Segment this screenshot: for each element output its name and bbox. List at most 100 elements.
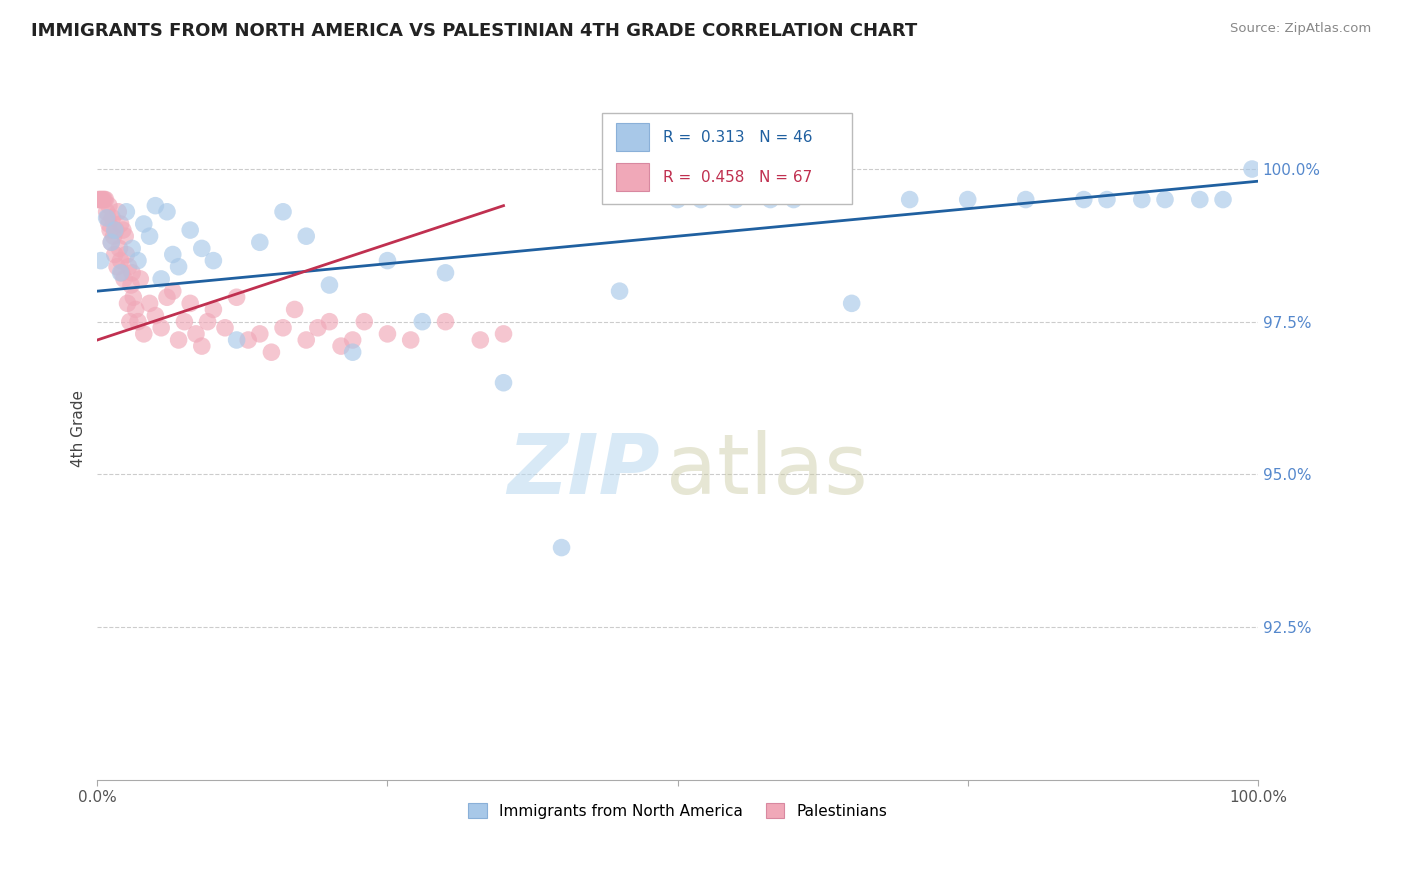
- Point: [120, 278, 142, 293]
- Point: [115, 247, 138, 261]
- Point: [197, 315, 219, 329]
- Point: [1212, 193, 1234, 207]
- Point: [492, 376, 515, 390]
- Point: [260, 345, 283, 359]
- Point: [138, 229, 160, 244]
- Point: [898, 193, 921, 207]
- Point: [330, 339, 353, 353]
- Point: [104, 223, 127, 237]
- Point: [318, 315, 340, 329]
- Point: [129, 272, 152, 286]
- Point: [104, 247, 127, 261]
- Point: [342, 333, 364, 347]
- Point: [318, 278, 340, 293]
- Point: [377, 253, 399, 268]
- Point: [434, 266, 457, 280]
- Point: [184, 326, 207, 341]
- Point: [150, 320, 173, 334]
- Point: [96, 204, 118, 219]
- Point: [90, 193, 112, 207]
- Point: [111, 223, 134, 237]
- Point: [225, 333, 247, 347]
- Point: [94, 193, 117, 207]
- Point: [353, 315, 375, 329]
- Bar: [616, 123, 648, 151]
- FancyBboxPatch shape: [602, 112, 852, 204]
- Point: [105, 260, 128, 274]
- Point: [96, 211, 118, 225]
- Point: [173, 315, 195, 329]
- Point: [782, 193, 804, 207]
- Point: [167, 333, 190, 347]
- Point: [108, 241, 131, 255]
- Point: [1154, 193, 1177, 207]
- Y-axis label: 4th Grade: 4th Grade: [72, 390, 86, 467]
- Point: [689, 193, 711, 207]
- Point: [124, 302, 146, 317]
- Legend: Immigrants from North America, Palestinians: Immigrants from North America, Palestini…: [463, 797, 893, 824]
- Point: [724, 193, 747, 207]
- Point: [90, 253, 112, 268]
- Point: [91, 193, 114, 207]
- Text: R =  0.313   N = 46: R = 0.313 N = 46: [662, 129, 813, 145]
- Point: [118, 315, 141, 329]
- Point: [110, 217, 132, 231]
- Point: [179, 296, 201, 310]
- Point: [214, 320, 236, 334]
- Point: [132, 326, 155, 341]
- Point: [114, 229, 136, 244]
- Point: [238, 333, 260, 347]
- Point: [191, 339, 214, 353]
- Point: [150, 272, 173, 286]
- Bar: [616, 163, 648, 191]
- Point: [956, 193, 979, 207]
- Point: [87, 193, 110, 207]
- Point: [225, 290, 247, 304]
- Point: [117, 296, 139, 310]
- Point: [110, 266, 132, 280]
- Point: [93, 193, 115, 207]
- Point: [1015, 193, 1038, 207]
- Point: [666, 193, 689, 207]
- Point: [112, 272, 135, 286]
- Point: [202, 253, 225, 268]
- Point: [138, 296, 160, 310]
- Point: [100, 235, 122, 250]
- Point: [101, 211, 124, 225]
- Point: [609, 284, 631, 298]
- Point: [145, 309, 167, 323]
- Point: [342, 345, 364, 359]
- Point: [110, 253, 132, 268]
- Point: [550, 541, 572, 555]
- Point: [145, 199, 167, 213]
- Point: [1240, 161, 1263, 176]
- Point: [162, 284, 184, 298]
- Point: [97, 199, 120, 213]
- Text: Source: ZipAtlas.com: Source: ZipAtlas.com: [1230, 22, 1371, 36]
- Point: [434, 315, 457, 329]
- Point: [307, 320, 329, 334]
- Point: [156, 290, 179, 304]
- Point: [100, 235, 122, 250]
- Point: [271, 320, 294, 334]
- Point: [98, 223, 121, 237]
- Text: atlas: atlas: [666, 430, 868, 511]
- Point: [89, 193, 111, 207]
- Text: ZIP: ZIP: [508, 430, 661, 511]
- Point: [97, 217, 120, 231]
- Point: [156, 204, 179, 219]
- Point: [492, 326, 515, 341]
- Point: [295, 333, 318, 347]
- Point: [91, 193, 114, 207]
- Point: [103, 229, 125, 244]
- Point: [1130, 193, 1153, 207]
- Point: [249, 235, 271, 250]
- Point: [470, 333, 492, 347]
- Point: [121, 266, 143, 280]
- Point: [118, 260, 141, 274]
- Point: [295, 229, 318, 244]
- Point: [107, 204, 129, 219]
- Point: [399, 333, 422, 347]
- Point: [132, 217, 155, 231]
- Point: [122, 290, 145, 304]
